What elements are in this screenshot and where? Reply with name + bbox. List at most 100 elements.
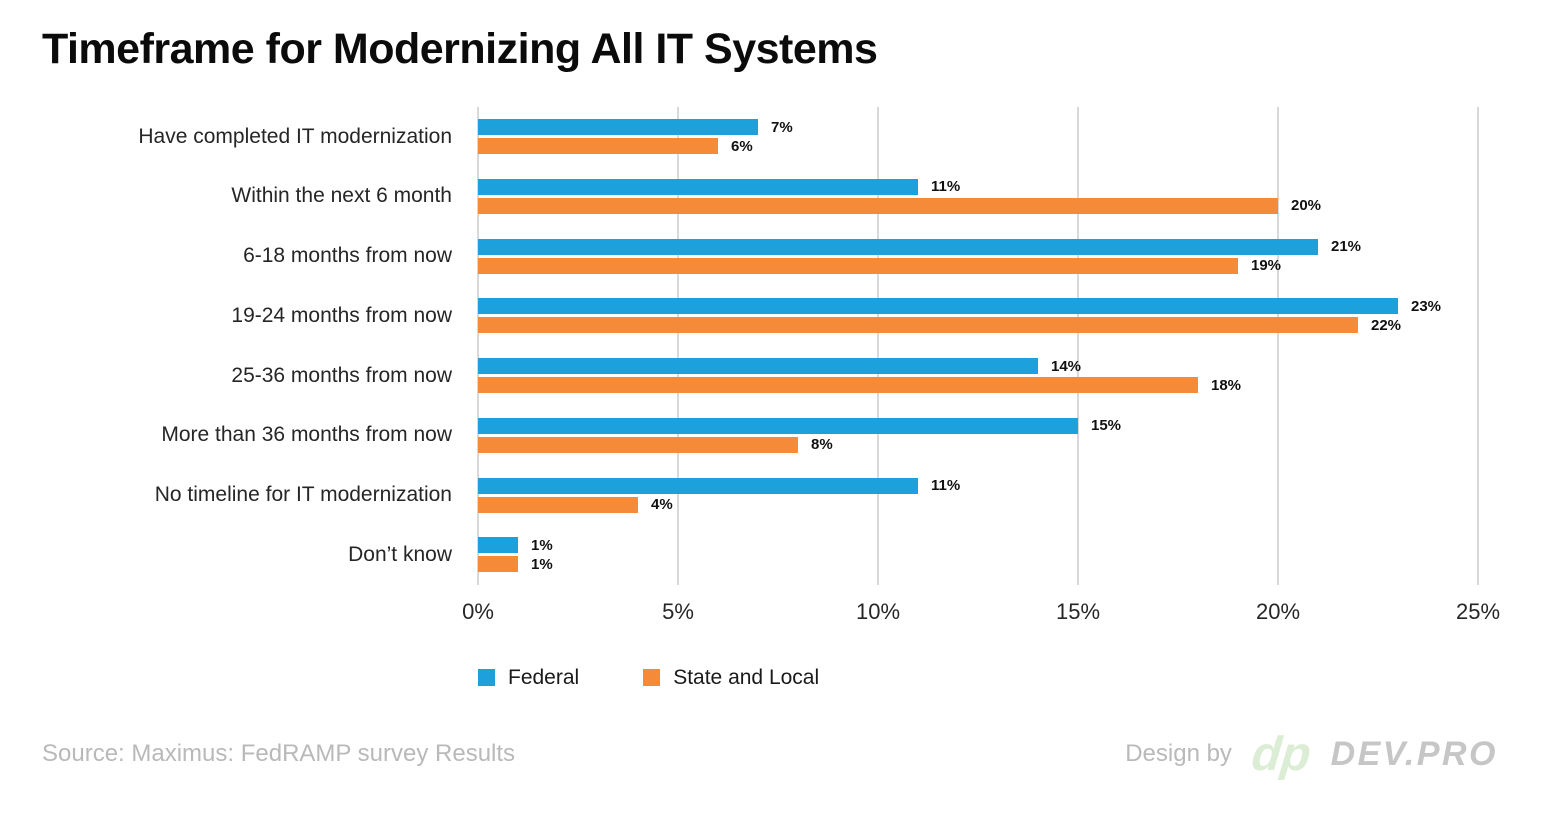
bar-value-label: 6% <box>731 137 753 155</box>
bar-federal <box>478 238 1318 255</box>
bar-state-and-local <box>478 197 1278 214</box>
bar-value-label: 20% <box>1291 197 1322 215</box>
chart-row: Have completed IT modernization 7% 6% <box>0 107 1542 167</box>
chart-title: Timeframe for Modernizing All IT Systems <box>42 25 878 73</box>
bar-pair: 23% 22% <box>478 297 1478 334</box>
bar-pair: 14% 18% <box>478 357 1478 394</box>
bar-line: 11% <box>478 477 1478 495</box>
bar-line: 1% <box>478 555 1478 573</box>
bar-value-label: 7% <box>771 118 793 136</box>
category-label: No timeline for IT modernization <box>154 483 452 507</box>
bar-value-label: 1% <box>531 536 553 554</box>
devpro-brand-text: DEV.PRO <box>1330 734 1498 773</box>
bar-value-label: 18% <box>1211 376 1242 394</box>
bar-state-and-local <box>478 317 1358 334</box>
bar-line: 8% <box>478 436 1478 454</box>
bar-federal <box>478 358 1038 375</box>
x-tick-label: 25% <box>1455 598 1501 624</box>
x-tick-label: 20% <box>1255 598 1301 624</box>
bar-line: 22% <box>478 316 1478 334</box>
bar-state-and-local <box>478 257 1238 274</box>
gridline <box>1077 106 1079 585</box>
bar-value-label: 8% <box>811 436 833 454</box>
category-label: 6-18 months from now <box>243 244 452 268</box>
bar-value-label: 23% <box>1411 297 1442 315</box>
legend: Federal State and Local <box>478 665 1542 690</box>
legend-label: Federal <box>508 665 580 689</box>
gridline <box>677 106 679 585</box>
chart-row: 19-24 months from now 23% 22% <box>0 286 1542 346</box>
bar-value-label: 11% <box>931 477 961 495</box>
bar-federal <box>478 119 758 136</box>
bar-federal <box>478 417 1078 434</box>
category-label: Within the next 6 month <box>231 184 452 208</box>
bar-line: 4% <box>478 496 1478 514</box>
bar-pair: 1% 1% <box>478 536 1478 573</box>
gridline <box>477 106 479 585</box>
bar-value-label: 15% <box>1091 417 1122 435</box>
bar-line: 19% <box>478 257 1478 275</box>
bar-line: 6% <box>478 137 1478 155</box>
x-tick-label: 15% <box>1055 598 1101 624</box>
x-tick-label: 5% <box>662 598 694 624</box>
category-label: 19-24 months from now <box>231 303 452 327</box>
chart-row: Within the next 6 month 11% 20% <box>0 166 1542 226</box>
bar-pair: 7% 6% <box>478 118 1478 155</box>
category-label: Have completed IT modernization <box>138 124 452 148</box>
bar-state-and-local <box>478 436 798 453</box>
bar-line: 21% <box>478 238 1478 256</box>
chart-rows: Have completed IT modernization 7% 6% Withi… <box>0 107 1542 585</box>
chart-row: 25-36 months from now 14% 18% <box>0 346 1542 406</box>
bar-federal <box>478 298 1398 315</box>
chart-row: Don’t know 1% 1% <box>0 525 1542 585</box>
bar-line: 18% <box>478 376 1478 394</box>
gridline <box>1277 106 1279 585</box>
chart-plot-area: Have completed IT modernization 7% 6% Withi… <box>0 106 1542 585</box>
bar-line: 7% <box>478 118 1478 136</box>
bar-federal <box>478 477 918 494</box>
bar-line: 14% <box>478 357 1478 375</box>
devpro-dp-logo-icon: dp <box>1249 727 1314 781</box>
gridline <box>1477 106 1479 585</box>
bar-federal <box>478 537 518 554</box>
x-axis: 0% 5% 10% 15% 20% 25% <box>462 598 1500 629</box>
legend-swatch-icon <box>478 669 495 687</box>
category-label: Don’t know <box>348 542 452 566</box>
category-label: More than 36 months from now <box>161 423 452 447</box>
bar-line: 11% <box>478 178 1478 196</box>
design-credit: Design by dp DEV.PRO <box>1125 727 1498 781</box>
legend-item-federal: Federal <box>478 666 579 690</box>
design-by-text: Design by <box>1125 740 1232 768</box>
legend-label: State and Local <box>673 665 820 689</box>
legend-swatch-icon <box>643 669 661 687</box>
bar-line: 1% <box>478 536 1478 554</box>
bar-pair: 11% 20% <box>478 178 1478 215</box>
gridline <box>877 106 879 585</box>
bar-line: 20% <box>478 197 1478 215</box>
source-text: Source: Maximus: FedRAMP survey Results <box>42 740 516 768</box>
bar-value-label: 21% <box>1331 238 1362 256</box>
bar-value-label: 1% <box>531 555 553 573</box>
bar-line: 15% <box>478 417 1478 435</box>
bar-pair: 21% 19% <box>478 238 1478 275</box>
gridlines <box>477 106 1479 585</box>
chart-row: More than 36 months from now 15% 8% <box>0 405 1542 465</box>
bar-value-label: 4% <box>651 496 673 514</box>
bar-state-and-local <box>478 377 1198 394</box>
bar-pair: 15% 8% <box>478 417 1478 454</box>
bar-value-label: 11% <box>931 178 961 196</box>
x-tick-label: 0% <box>462 598 494 624</box>
chart-row: 6-18 months from now 21% 19% <box>0 226 1542 286</box>
bar-state-and-local <box>478 556 518 573</box>
bar-line: 23% <box>478 297 1478 315</box>
bar-federal <box>478 178 918 195</box>
bar-value-label: 22% <box>1371 316 1402 334</box>
chart-row: No timeline for IT modernization 11% 4% <box>0 465 1542 525</box>
bar-value-label: 14% <box>1051 357 1082 375</box>
bar-pair: 11% 4% <box>478 477 1478 514</box>
bar-state-and-local <box>478 138 718 155</box>
category-label: 25-36 months from now <box>231 363 452 387</box>
footer: Source: Maximus: FedRAMP survey Results … <box>42 727 1498 781</box>
bar-value-label: 19% <box>1251 257 1282 275</box>
